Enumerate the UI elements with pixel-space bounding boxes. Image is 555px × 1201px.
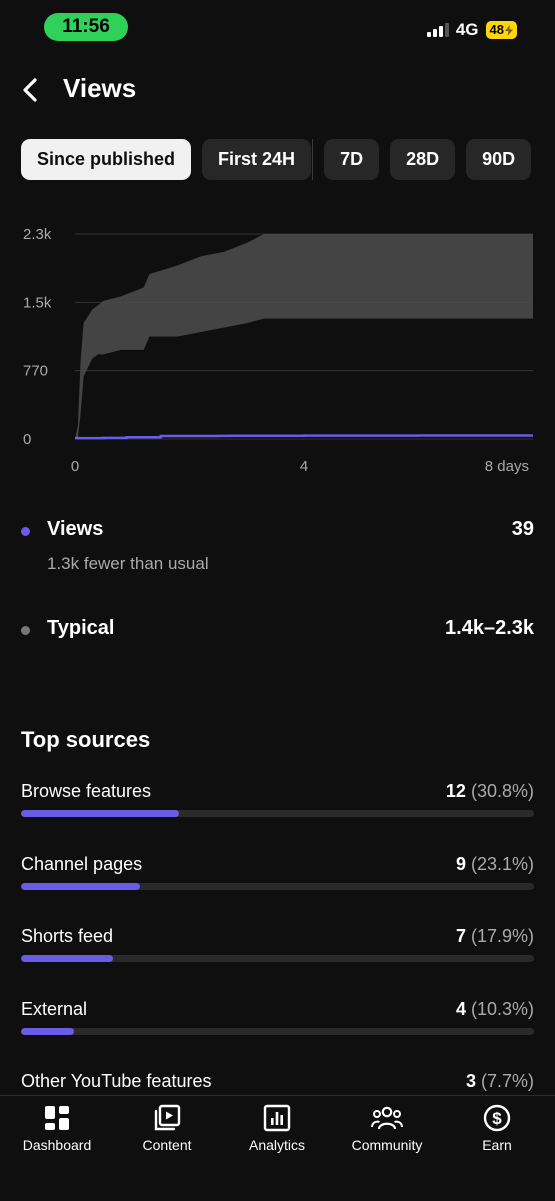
- dashboard-icon: [45, 1106, 69, 1130]
- views-label: Views: [47, 518, 104, 540]
- svg-text:$: $: [492, 1109, 502, 1128]
- network-type: 4G: [455, 20, 479, 39]
- community-icon: [371, 1106, 403, 1130]
- metric-typical: Typical 1.4k–2.3k: [21, 617, 534, 647]
- source-count: 12: [445, 781, 466, 801]
- chip-28d[interactable]: 28D: [390, 139, 456, 180]
- status-time: 11:56: [44, 13, 128, 41]
- top-sources-title: Top sources: [21, 727, 151, 752]
- source-row[interactable]: Shorts feed 7 (17.9%): [21, 926, 534, 986]
- nav-label: Analytics: [248, 1137, 306, 1153]
- y-tick-label: 0: [23, 431, 31, 448]
- x-tick-label: 4: [300, 458, 308, 475]
- chip-first-24h[interactable]: First 24H: [202, 139, 312, 180]
- signal-icon: [426, 23, 449, 37]
- source-percent: (23.1%): [470, 854, 534, 874]
- source-name: Browse features: [21, 781, 152, 801]
- views-series-line: [75, 434, 533, 440]
- source-stats: 3 (7.7%): [466, 1071, 534, 1092]
- source-bar-track: [21, 955, 534, 962]
- source-name: External: [21, 999, 88, 1019]
- earn-icon: $: [483, 1104, 511, 1132]
- views-chart: 2.3k 1.5k 770 0 0 4 8 days: [23, 226, 533, 475]
- source-percent: (10.3%): [470, 999, 534, 1019]
- analytics-icon: [263, 1104, 291, 1132]
- y-tick-label: 770: [23, 363, 48, 380]
- source-row[interactable]: Browse features 12 (30.8%): [21, 781, 534, 841]
- nav-community[interactable]: Community: [337, 1104, 437, 1153]
- back-icon[interactable]: [18, 76, 46, 104]
- nav-analytics[interactable]: Analytics: [227, 1104, 327, 1153]
- typical-value: 1.4k–2.3k: [445, 617, 534, 639]
- source-count: 9: [455, 854, 466, 874]
- source-count: 4: [455, 999, 466, 1019]
- bottom-nav: Dashboard Content Analytics Community: [0, 1095, 555, 1201]
- source-bar-fill: [21, 883, 140, 890]
- nav-dashboard[interactable]: Dashboard: [7, 1104, 107, 1153]
- chip-7d[interactable]: 7D: [324, 139, 380, 180]
- page-header: Views: [0, 68, 555, 112]
- nav-label: Earn: [482, 1137, 512, 1153]
- source-bar-track: [21, 1028, 534, 1035]
- source-bar-track: [21, 810, 534, 817]
- chip-90d[interactable]: 90D: [466, 139, 532, 180]
- source-bar-fill: [21, 1028, 74, 1035]
- time-range-chips: Since published First 24H 7D 28D 90D: [21, 139, 542, 180]
- views-value: 39: [511, 518, 534, 540]
- typical-legend-dot: [21, 626, 30, 635]
- typical-label: Typical: [47, 617, 115, 639]
- source-count: 7: [455, 926, 466, 946]
- source-stats: 12 (30.8%): [446, 781, 534, 802]
- content-icon: [154, 1104, 181, 1131]
- source-name: Shorts feed: [21, 926, 114, 946]
- source-name: Other YouTube features: [21, 1071, 212, 1091]
- nav-label: Content: [142, 1137, 192, 1153]
- nav-earn[interactable]: $ Earn: [447, 1104, 547, 1153]
- y-tick-label: 2.3k: [23, 226, 52, 243]
- source-percent: (30.8%): [470, 781, 534, 801]
- status-indicators: 4G 48: [426, 20, 517, 40]
- source-stats: 7 (17.9%): [456, 926, 534, 947]
- chip-divider: [312, 139, 314, 180]
- nav-content[interactable]: Content: [117, 1104, 217, 1153]
- source-bar-track: [21, 883, 534, 890]
- x-tick-label: 8 days: [485, 458, 529, 475]
- views-legend-dot: [21, 527, 30, 536]
- source-row[interactable]: Channel pages 9 (23.1%): [21, 854, 534, 914]
- metric-views: Views 39 1.3k fewer than usual: [21, 518, 534, 578]
- nav-label: Community: [351, 1137, 423, 1153]
- typical-range-area: [75, 234, 533, 439]
- y-tick-label: 1.5k: [23, 294, 52, 311]
- source-stats: 4 (10.3%): [456, 999, 534, 1020]
- source-count: 3: [465, 1071, 476, 1091]
- charging-icon: [505, 24, 513, 36]
- views-comparison: 1.3k fewer than usual: [47, 554, 209, 573]
- source-percent: (17.9%): [470, 926, 534, 946]
- x-tick-label: 0: [71, 458, 79, 475]
- source-bar-fill: [21, 955, 113, 962]
- page-title: Views: [63, 73, 137, 103]
- battery-level: 48: [489, 22, 504, 37]
- chip-since-published[interactable]: Since published: [21, 139, 192, 180]
- source-row[interactable]: External 4 (10.3%): [21, 999, 534, 1059]
- source-name: Channel pages: [21, 854, 143, 874]
- source-stats: 9 (23.1%): [456, 854, 534, 875]
- status-bar: 11:56 4G 48: [0, 0, 555, 56]
- nav-label: Dashboard: [22, 1137, 92, 1153]
- source-percent: (7.7%): [480, 1071, 534, 1091]
- battery-icon: 48: [485, 21, 517, 39]
- source-bar-fill: [21, 810, 179, 817]
